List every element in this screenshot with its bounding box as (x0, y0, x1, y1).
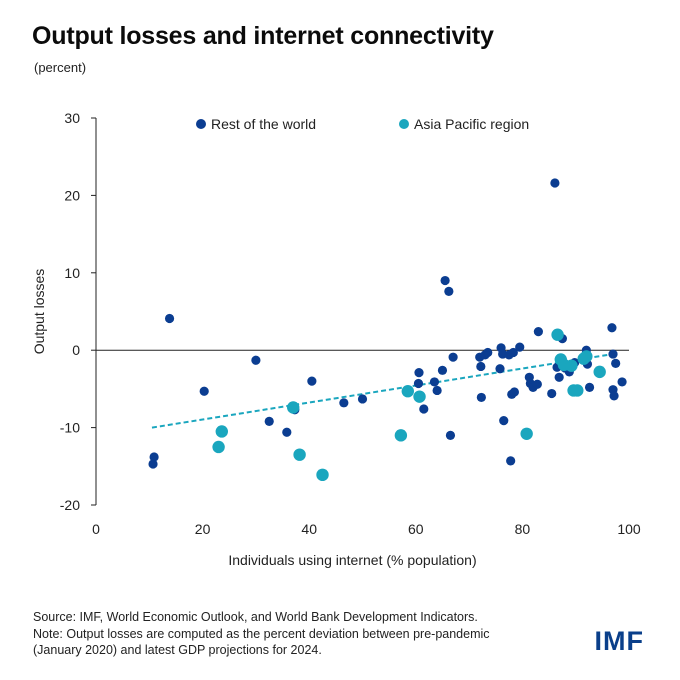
chart-title: Output losses and internet connectivity (32, 22, 494, 50)
point-asia-pacific (520, 427, 533, 440)
point-asia-pacific (394, 429, 408, 442)
legend-label: Rest of the world (211, 116, 316, 132)
note-line: Note: Output losses are computed as the … (33, 626, 490, 641)
legend-label: Asia Pacific region (414, 116, 529, 132)
point-rest-of-world (483, 347, 493, 358)
point-rest-of-world (264, 416, 274, 427)
x-axis-label: Individuals using internet (% population… (228, 552, 476, 568)
point-rest-of-world (432, 385, 442, 396)
point-asia-pacific (215, 425, 228, 438)
point-rest-of-world (476, 361, 486, 372)
point-asia-pacific (401, 385, 415, 398)
point-asia-pacific (212, 440, 225, 454)
x-tick-label: 20 (195, 521, 211, 537)
point-rest-of-world (437, 365, 448, 375)
trendline (151, 353, 614, 429)
point-asia-pacific (580, 350, 593, 363)
point-rest-of-world (550, 178, 560, 188)
point-rest-of-world (339, 398, 349, 408)
point-rest-of-world (445, 430, 456, 440)
point-rest-of-world (251, 355, 261, 365)
y-axis-label: Output losses (31, 269, 47, 355)
point-rest-of-world (149, 452, 159, 462)
point-rest-of-world (440, 275, 450, 286)
point-rest-of-world (148, 459, 158, 469)
y-tick-label: 0 (72, 342, 80, 358)
point-rest-of-world (499, 416, 509, 426)
point-rest-of-world (508, 347, 518, 358)
point-rest-of-world (357, 394, 368, 404)
x-tick-label: 80 (515, 521, 531, 537)
point-rest-of-world (547, 388, 557, 399)
point-rest-of-world (414, 368, 424, 378)
point-rest-of-world (617, 377, 627, 387)
point-rest-of-world (282, 427, 292, 437)
point-rest-of-world (533, 327, 543, 337)
y-tick-label: -10 (60, 420, 80, 436)
point-asia-pacific (565, 359, 578, 372)
point-rest-of-world (607, 323, 617, 333)
x-tick-label: 100 (617, 521, 641, 537)
point-asia-pacific (413, 390, 426, 403)
y-tick-label: 30 (64, 110, 80, 126)
point-rest-of-world (419, 404, 429, 414)
point-asia-pacific (287, 401, 300, 414)
point-rest-of-world (509, 387, 520, 397)
point-rest-of-world (506, 456, 516, 466)
note-line-continued: (January 2020) and latest GDP projection… (33, 643, 322, 657)
point-rest-of-world (307, 376, 317, 386)
point-rest-of-world (611, 358, 621, 368)
legend-marker (399, 119, 409, 129)
point-rest-of-world (554, 372, 564, 382)
point-asia-pacific (293, 448, 306, 461)
point-rest-of-world (584, 382, 595, 392)
point-asia-pacific (551, 328, 564, 341)
x-tick-label: 40 (301, 521, 317, 537)
y-tick-label: 20 (64, 187, 80, 203)
point-rest-of-world (199, 386, 209, 396)
source-note: Source: IMF, World Economic Outlook, and… (33, 609, 593, 659)
point-asia-pacific (571, 384, 584, 397)
imf-logo: IMF (594, 626, 644, 656)
point-rest-of-world (448, 352, 458, 362)
point-asia-pacific (593, 365, 606, 379)
point-asia-pacific (316, 468, 329, 482)
point-rest-of-world (609, 391, 619, 401)
point-rest-of-world (608, 349, 618, 359)
point-rest-of-world (495, 364, 505, 374)
point-rest-of-world (476, 392, 486, 403)
point-rest-of-world (444, 286, 454, 296)
source-line: Source: IMF, World Economic Outlook, and… (33, 610, 478, 624)
chart-subtitle: (percent) (34, 60, 87, 75)
point-rest-of-world (413, 378, 424, 389)
legend-marker (196, 119, 206, 129)
y-tick-label: 10 (64, 265, 80, 281)
x-tick-label: 0 (92, 521, 100, 537)
point-rest-of-world (532, 379, 542, 389)
point-rest-of-world (429, 377, 440, 387)
x-tick-label: 60 (408, 521, 424, 537)
point-rest-of-world (515, 342, 525, 352)
y-tick-label: -20 (60, 497, 80, 513)
point-rest-of-world (164, 313, 175, 324)
